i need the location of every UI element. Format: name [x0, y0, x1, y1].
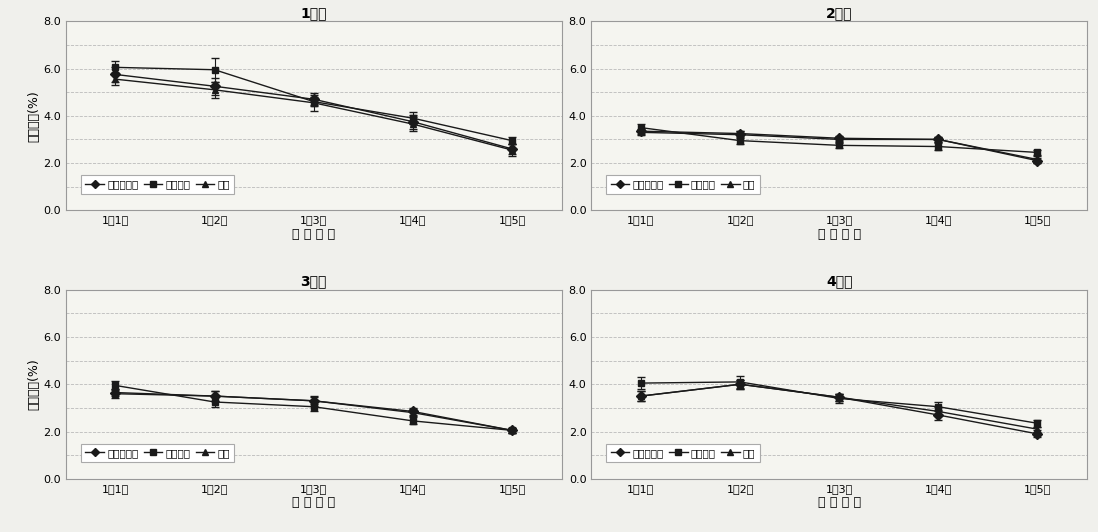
X-axis label: 생 육 단 계: 생 육 단 계 — [292, 496, 335, 510]
Y-axis label: 아미노산(%): 아미노산(%) — [27, 90, 41, 142]
X-axis label: 생 육 단 계: 생 육 단 계 — [292, 228, 335, 241]
Legend: 샷어머스켓, 아무가다, 후쉘: 샷어머스켓, 아무가다, 후쉘 — [81, 444, 234, 462]
Title: 2번차: 2번차 — [826, 6, 852, 20]
Legend: 샷어머스켓, 아무가다, 후쉘: 샷어머스켓, 아무가다, 후쉘 — [606, 444, 760, 462]
Title: 4번차: 4번차 — [826, 275, 852, 288]
X-axis label: 생 육 단 계: 생 육 단 계 — [818, 228, 861, 241]
X-axis label: 생 육 단 계: 생 육 단 계 — [818, 496, 861, 510]
Title: 3번차: 3번차 — [301, 275, 327, 288]
Legend: 샷어머스켓, 아무가다, 후쉘: 샷어머스켓, 아무가다, 후쉘 — [606, 176, 760, 194]
Title: 1번차: 1번차 — [301, 6, 327, 20]
Y-axis label: 아미노산(%): 아미노산(%) — [27, 359, 41, 410]
Legend: 샷어머스켓, 아무가다, 후쉘: 샷어머스켓, 아무가다, 후쉘 — [81, 176, 234, 194]
